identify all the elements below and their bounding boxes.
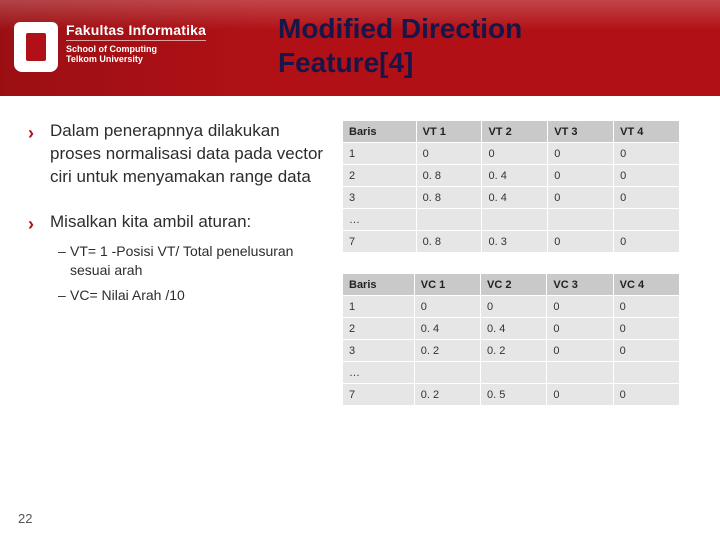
table-cell: 0. 2 (414, 384, 480, 406)
table-vc-header: VC 2 (481, 274, 547, 296)
table-vc-header: VC 1 (414, 274, 480, 296)
left-column: › Dalam penerapnnya dilakukan proses nor… (0, 120, 342, 520)
slide-number: 22 (18, 511, 32, 526)
table-cell (482, 209, 548, 231)
table-vc: BarisVC 1VC 2VC 3VC 4 1000020. 40. 40030… (342, 273, 680, 406)
table-cell: 0 (414, 296, 480, 318)
table-row: 70. 20. 500 (343, 384, 680, 406)
logo-line2: School of Computing (66, 40, 206, 54)
table-cell: 0. 2 (414, 340, 480, 362)
logo-text: Fakultas Informatika School of Computing… (66, 22, 206, 64)
table-vt-header: Baris (343, 121, 417, 143)
table-cell: 0. 8 (416, 165, 482, 187)
table-cell: 0. 3 (482, 231, 548, 253)
table-cell: 0 (547, 318, 613, 340)
bullet-1: › Dalam penerapnnya dilakukan proses nor… (50, 120, 324, 189)
table-vt-header: VT 2 (482, 121, 548, 143)
table-cell: 0 (481, 296, 547, 318)
table-cell: 0 (416, 143, 482, 165)
chevron-icon: › (28, 123, 34, 144)
title-line1: Modified Direction (278, 13, 522, 44)
table-cell: 0. 2 (481, 340, 547, 362)
logo-line3: Telkom University (66, 54, 206, 64)
table-row: 20. 80. 400 (343, 165, 680, 187)
table-cell: 0 (548, 165, 614, 187)
table-row: 30. 20. 200 (343, 340, 680, 362)
logo-shield-icon (14, 22, 58, 72)
table-cell: 0. 4 (481, 318, 547, 340)
table-cell: 0 (614, 231, 680, 253)
table-cell: 0 (613, 384, 679, 406)
table-cell (414, 362, 480, 384)
table-cell: 0 (547, 340, 613, 362)
header-banner: Fakultas Informatika School of Computing… (0, 0, 720, 96)
sub-item-1: VT= 1 -Posisi VT/ Total penelusuran sesu… (58, 242, 324, 280)
bullet-1-text: Dalam penerapnnya dilakukan proses norma… (50, 120, 324, 189)
table-cell (548, 209, 614, 231)
bullet-2-text: Misalkan kita ambil aturan: (50, 211, 324, 234)
table-cell: … (343, 209, 417, 231)
table-vt-header: VT 1 (416, 121, 482, 143)
table-row: 10000 (343, 143, 680, 165)
chevron-icon: › (28, 214, 34, 235)
table-row: 30. 80. 400 (343, 187, 680, 209)
table-cell: 0 (614, 143, 680, 165)
table-cell (416, 209, 482, 231)
table-cell: 0 (613, 340, 679, 362)
table-cell (613, 362, 679, 384)
table-cell: 2 (343, 165, 417, 187)
title-line2: Feature[4] (278, 47, 413, 78)
table-cell: 0 (548, 143, 614, 165)
table-row: … (343, 209, 680, 231)
table-cell: 0. 4 (482, 165, 548, 187)
sub-item-2: VC= Nilai Arah /10 (58, 286, 324, 305)
table-cell (481, 362, 547, 384)
table-cell: 0 (614, 165, 680, 187)
table-row: … (343, 362, 680, 384)
table-cell: 0 (613, 296, 679, 318)
table-cell: 0. 4 (482, 187, 548, 209)
table-cell (614, 209, 680, 231)
table-cell: 7 (343, 231, 417, 253)
table-cell: 0 (482, 143, 548, 165)
right-column: BarisVT 1VT 2VT 3VT 4 1000020. 80. 40030… (342, 120, 714, 520)
table-vc-header: VC 4 (613, 274, 679, 296)
table-cell: 0. 4 (414, 318, 480, 340)
table-cell: 0. 8 (416, 231, 482, 253)
table-cell: 0 (613, 318, 679, 340)
table-cell: 0 (548, 231, 614, 253)
table-cell: 0. 5 (481, 384, 547, 406)
table-vc-header: VC 3 (547, 274, 613, 296)
table-cell: 3 (343, 340, 415, 362)
table-row: 70. 80. 300 (343, 231, 680, 253)
table-cell: 0 (614, 187, 680, 209)
table-cell: 1 (343, 296, 415, 318)
table-vt: BarisVT 1VT 2VT 3VT 4 1000020. 80. 40030… (342, 120, 680, 253)
table-row: 20. 40. 400 (343, 318, 680, 340)
table-cell: 0 (547, 296, 613, 318)
table-cell: 2 (343, 318, 415, 340)
table-cell: 0. 8 (416, 187, 482, 209)
content-area: › Dalam penerapnnya dilakukan proses nor… (0, 120, 720, 520)
slide-title: Modified Direction Feature[4] (278, 12, 522, 79)
table-row: 10000 (343, 296, 680, 318)
table-cell: … (343, 362, 415, 384)
bullet-2: › Misalkan kita ambil aturan: VT= 1 -Pos… (50, 211, 324, 305)
table-cell: 7 (343, 384, 415, 406)
logo-line1: Fakultas Informatika (66, 22, 206, 38)
table-vt-header: VT 3 (548, 121, 614, 143)
table-cell: 1 (343, 143, 417, 165)
table-cell (547, 362, 613, 384)
table-cell: 0 (548, 187, 614, 209)
bullet-2-sublist: VT= 1 -Posisi VT/ Total penelusuran sesu… (50, 242, 324, 305)
table-cell: 0 (547, 384, 613, 406)
table-cell: 3 (343, 187, 417, 209)
table-vt-header: VT 4 (614, 121, 680, 143)
table-vc-header: Baris (343, 274, 415, 296)
